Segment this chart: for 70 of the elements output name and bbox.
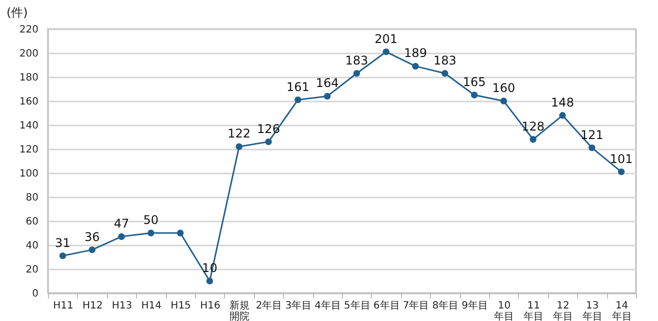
point: [353, 70, 360, 77]
y-tick-label: 160: [19, 96, 38, 108]
x-tick-label: 新規開院: [230, 300, 250, 321]
data-label: 183: [345, 53, 368, 68]
x-tick-label: 14年目: [612, 300, 632, 321]
point: [442, 70, 448, 77]
x-tick-label: H15: [170, 300, 191, 312]
x-tick-label: 6年目: [373, 300, 400, 312]
data-label: 160: [492, 81, 516, 95]
point: [59, 252, 66, 260]
data-label: 201: [374, 32, 398, 46]
y-tick-label: 220: [19, 24, 38, 36]
y-tick-label: 120: [19, 144, 38, 156]
y-tick-label: 0: [32, 288, 38, 300]
x-tick-label: 5年目: [344, 300, 370, 312]
data-label: 101: [610, 152, 633, 166]
y-tick-label: 140: [19, 120, 38, 132]
data-label: 36: [84, 230, 100, 244]
data-label: 165: [462, 75, 486, 89]
y-tick-label: 20: [26, 264, 38, 276]
x-tick-label: 13年目: [582, 300, 602, 321]
x-tick-label: 3年目: [285, 300, 312, 312]
x-tick-label: 4年目: [314, 300, 341, 312]
point: [324, 92, 331, 100]
x-tick-label: 7年目: [402, 300, 430, 312]
point: [382, 48, 390, 56]
y-tick-label: 200: [19, 48, 38, 60]
data-label: 128: [522, 119, 545, 134]
point: [559, 112, 566, 119]
x-tick-label: H14: [141, 300, 162, 312]
data-label: 164: [316, 76, 339, 90]
point: [265, 138, 272, 146]
point: [236, 143, 242, 150]
point: [206, 278, 214, 284]
point: [118, 233, 125, 240]
point: [294, 96, 302, 104]
x-tick-label: 2年目: [256, 300, 282, 312]
point: [588, 144, 596, 152]
data-label: 121: [580, 128, 604, 142]
x-tick-label: H13: [112, 300, 132, 312]
data-label: 31: [55, 236, 70, 250]
y-axis-title: (件): [6, 6, 28, 20]
data-label: 50: [143, 213, 159, 227]
data-label: 189: [404, 46, 427, 60]
x-tick-label: H11: [53, 300, 74, 312]
point: [176, 230, 184, 236]
x-tick-label: 10 年目: [494, 300, 514, 321]
x-tick-label: 9年目: [462, 300, 488, 312]
y-tick-label: 80: [26, 192, 38, 204]
point: [500, 98, 508, 104]
y-tick-label: 40: [26, 240, 38, 252]
data-label: 148: [551, 95, 574, 110]
y-tick-label: 100: [19, 168, 38, 180]
y-tick-label: 60: [26, 216, 38, 228]
x-tick-label: H16: [200, 300, 220, 312]
point: [530, 136, 536, 143]
point: [412, 62, 419, 70]
x-tick-label: 8年目: [432, 300, 459, 312]
point: [618, 168, 625, 176]
point: [470, 92, 478, 98]
point: [88, 246, 96, 254]
data-label: 122: [228, 126, 251, 141]
point: [148, 230, 154, 236]
data-label: 183: [433, 53, 456, 68]
data-label: 161: [286, 80, 310, 94]
x-tick-label: 12年目: [553, 300, 573, 321]
x-tick-label: 11年目: [524, 300, 544, 321]
data-label: 47: [114, 216, 130, 231]
y-tick-label: 180: [19, 72, 38, 84]
x-tick-label: H12: [82, 300, 103, 312]
